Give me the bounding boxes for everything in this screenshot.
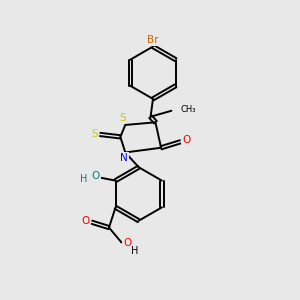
Text: H: H — [131, 246, 139, 256]
Text: O: O — [182, 135, 190, 145]
Text: O: O — [92, 172, 100, 182]
Text: S: S — [91, 129, 98, 139]
Text: N: N — [120, 153, 128, 163]
Text: O: O — [82, 216, 90, 226]
Text: Br: Br — [147, 35, 159, 45]
Text: O: O — [123, 238, 132, 248]
Text: S: S — [119, 113, 126, 123]
Text: H: H — [80, 174, 88, 184]
Text: CH₃: CH₃ — [181, 105, 197, 114]
